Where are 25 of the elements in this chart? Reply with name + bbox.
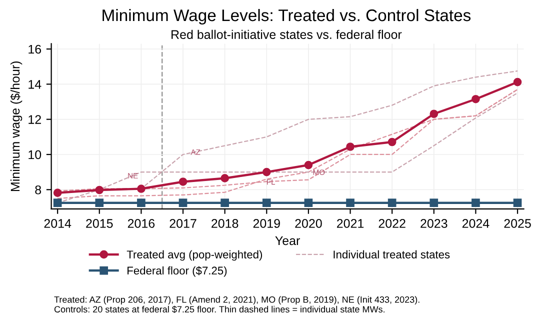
x-axis-title: Year bbox=[275, 236, 300, 246]
legend-label: Federal floor ($7.25) bbox=[128, 266, 227, 277]
x-tick-label: 2021 bbox=[337, 219, 364, 228]
y-tick-label: 10 bbox=[28, 150, 42, 160]
chart-title: Minimum Wage Levels: Treated vs. Control States bbox=[102, 8, 471, 25]
x-tick-label: 2018 bbox=[212, 219, 238, 228]
legend-label: Individual treated states bbox=[334, 250, 450, 258]
x-tick-label: 2017 bbox=[170, 219, 196, 228]
x-tick-label: 2016 bbox=[128, 219, 155, 228]
y-axis-title: Minimum wage ($/hour) bbox=[10, 61, 22, 191]
x-tick-label: 2024 bbox=[462, 219, 490, 228]
x-tick-label: 2023 bbox=[420, 219, 448, 228]
x-tick-label: 2025 bbox=[504, 219, 531, 228]
y-tick-label: 16 bbox=[28, 44, 42, 54]
x-tick-label: 2015 bbox=[86, 219, 113, 228]
x-tick-label: 2014 bbox=[44, 219, 72, 228]
y-tick-label: 12 bbox=[28, 115, 41, 124]
x-tick-label: 2020 bbox=[295, 219, 322, 228]
text: Treated: AZ (Prop 206, 2017), FL (Amend 2, 2021), MO (Prop B, 2019), NE (Init 433, 2023). Controls: 20 states at federal $7.25 floor. Thin dashed lines = individual state MWs. bbox=[54, 296, 420, 314]
chart-subtitle: Red ballot-initiative states vs. federal floor bbox=[172, 30, 402, 40]
y-tick-label: 8 bbox=[35, 185, 42, 194]
x-tick-label: 2019 bbox=[253, 219, 280, 228]
x-tick-label: 2022 bbox=[378, 219, 406, 228]
legend-label: Treated avg (pop-weighted) bbox=[126, 250, 262, 261]
y-tick-label: 14 bbox=[28, 80, 42, 89]
